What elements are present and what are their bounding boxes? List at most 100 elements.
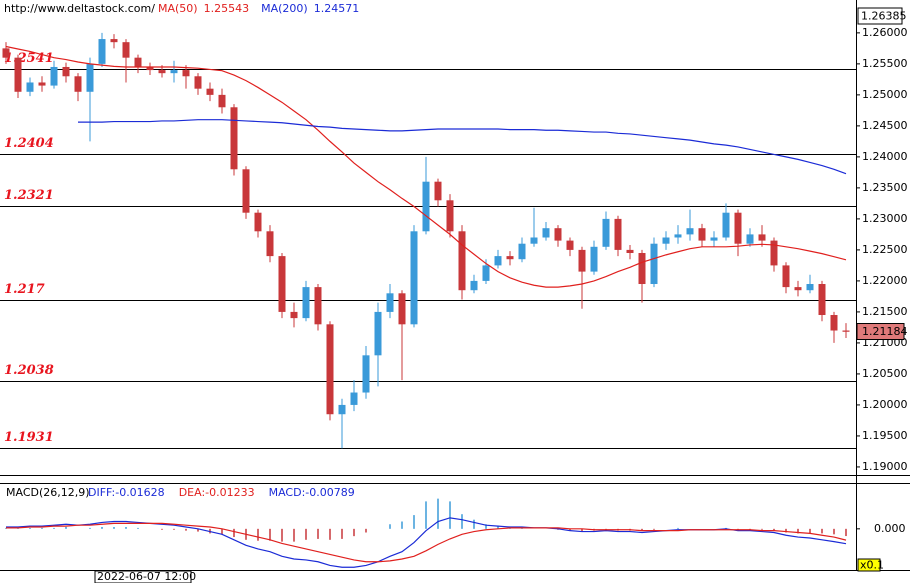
candle-body — [170, 70, 178, 74]
candle-body — [782, 265, 790, 288]
candle-body — [242, 169, 250, 213]
candle-body — [302, 287, 310, 319]
candle-body — [110, 39, 118, 43]
candle-body — [14, 57, 22, 92]
candle-body — [710, 237, 718, 241]
candle-body — [98, 39, 106, 64]
last-price-box — [856, 323, 905, 341]
candle-body — [590, 246, 598, 272]
legend-item: DIFF:-0.01628 — [88, 486, 165, 499]
last-price-label: 1.21184 — [862, 325, 908, 338]
candle-body — [314, 287, 322, 325]
candle-body — [746, 234, 754, 244]
date-box — [94, 570, 192, 583]
candle-body — [26, 82, 34, 92]
macd-title: MACD(26,12,9) — [6, 486, 90, 499]
candle-body — [86, 63, 94, 92]
level-label: 1.217 — [4, 282, 45, 297]
candle-body — [734, 212, 742, 244]
candle-body — [722, 212, 730, 238]
macd-line — [6, 522, 847, 563]
level-label: 1.2541 — [4, 51, 54, 66]
candle-body — [758, 234, 766, 241]
legend-value: 1.24571 — [314, 2, 360, 15]
candle-body — [362, 355, 370, 393]
legend-item: MA(50) — [158, 2, 198, 15]
y-tick-label: 1.20000 — [862, 398, 908, 411]
candle-body — [146, 66, 154, 71]
candle-body — [206, 88, 214, 95]
ma-line — [78, 119, 847, 175]
candle-body — [74, 76, 82, 92]
legend-item: MACD:-0.00789 — [269, 486, 355, 499]
legend-value: 1.25543 — [204, 2, 250, 15]
y-tick-label: 1.22500 — [862, 243, 908, 256]
y-tick-label: 1.25000 — [862, 88, 908, 101]
candle-body — [398, 293, 406, 325]
ma-line — [5, 45, 847, 288]
candle-body — [662, 237, 670, 244]
level-label: 1.2038 — [4, 363, 54, 378]
candle-body — [2, 48, 10, 58]
candle-body — [830, 315, 838, 331]
candle-body — [338, 404, 346, 415]
candle-body — [458, 231, 466, 291]
level-label: 1.2404 — [4, 136, 54, 151]
candle-body — [530, 237, 538, 244]
candle-body — [506, 256, 514, 260]
y-tick-label: 1.20500 — [862, 367, 908, 380]
candle-body — [554, 228, 562, 241]
candle-body — [38, 82, 46, 86]
candle-body — [410, 231, 418, 325]
candle-body — [518, 243, 526, 260]
candle-body — [350, 392, 358, 405]
candle-body — [194, 76, 202, 89]
candle-body — [806, 284, 814, 291]
y-tick-label: 1.26000 — [862, 26, 908, 39]
candle-body — [602, 218, 610, 247]
top-price-label: 1.26385 — [861, 10, 907, 23]
candle-body — [470, 280, 478, 291]
candle-body — [158, 70, 166, 74]
source-url: http://www.deltastock.com/ — [4, 2, 155, 15]
date-label: 2022-06-07 12:00 — [97, 570, 196, 583]
candle-body — [230, 107, 238, 170]
level-label: 1.1931 — [4, 430, 54, 445]
y-tick-label: 1.19500 — [862, 429, 908, 442]
candle-body — [566, 240, 574, 250]
candle-body — [482, 265, 490, 281]
candle-body — [698, 228, 706, 241]
legend-item: MA(200) — [261, 2, 308, 15]
candle-body — [62, 66, 70, 77]
candle-body — [326, 324, 334, 415]
candle-body — [278, 256, 286, 312]
candle-body — [122, 42, 130, 58]
candle-body — [386, 293, 394, 312]
candle-body — [794, 287, 802, 291]
y-tick-label: 1.22000 — [862, 274, 908, 287]
candle-body — [254, 212, 262, 232]
candle-body — [818, 284, 826, 316]
candle-body — [266, 231, 274, 257]
candle-body — [134, 57, 142, 67]
y-tick-label: 1.25500 — [862, 57, 908, 70]
candle-body — [434, 181, 442, 201]
y-tick-label: 1.24000 — [862, 150, 908, 163]
top-price-box — [857, 7, 903, 25]
candle-body — [422, 181, 430, 232]
y-tick-label: 1.24500 — [862, 119, 908, 132]
legend-item: DEA:-0.01233 — [179, 486, 255, 499]
y-tick-label: 1.19000 — [862, 460, 908, 473]
candle-body — [578, 249, 586, 272]
candle-body — [650, 243, 658, 285]
level-label: 1.2321 — [4, 188, 54, 203]
scale-box — [857, 558, 881, 572]
candle-body — [638, 253, 646, 285]
candle-body — [50, 66, 58, 86]
y-tick-label: 1.23000 — [862, 212, 908, 225]
y-tick-label: 1.21500 — [862, 305, 908, 318]
candle-body — [542, 228, 550, 238]
candle-body — [218, 94, 226, 108]
